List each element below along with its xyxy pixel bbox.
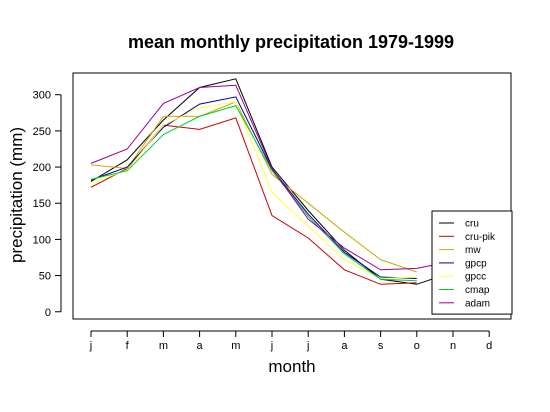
series-line-adam: [90, 84, 454, 271]
x-tick-label: o: [414, 340, 420, 352]
legend-label-mw: mw: [465, 245, 481, 256]
x-tick-label: m: [159, 340, 168, 352]
y-tick-label: 250: [33, 126, 51, 138]
y-axis-title: precipitation (mm): [7, 127, 26, 263]
series-line-cmap: [90, 105, 417, 282]
series-lines: [90, 78, 454, 285]
legend-label-gpcc: gpcc: [465, 272, 486, 283]
y-tick-label: 0: [45, 307, 51, 319]
y-axis: 0 50 100 150 200 250 300: [33, 90, 62, 319]
legend-label-gpcp: gpcp: [465, 258, 487, 269]
series-line-gpcc: [90, 101, 417, 280]
x-tick-label: a: [341, 340, 348, 352]
y-tick-label: 200: [33, 162, 51, 174]
legend-label-cru-pik: cru-pik: [465, 232, 496, 243]
legend-label-adam: adam: [465, 298, 490, 309]
series-line-cru-pik: [90, 117, 417, 285]
legend-label-cmap: cmap: [465, 285, 490, 296]
x-tick-label: f: [126, 340, 130, 352]
plot-frame: [72, 72, 512, 320]
x-tick-label: j: [306, 340, 309, 352]
y-tick-label: 150: [33, 198, 51, 210]
legend: cru cru-pik mw gpcp gpcc cmap adam: [431, 210, 513, 315]
y-tick-label: 300: [33, 90, 51, 102]
x-tick-label: a: [197, 340, 204, 352]
x-axis-title: month: [268, 357, 315, 376]
x-tick-label: m: [231, 340, 240, 352]
y-tick-label: 50: [39, 271, 51, 283]
x-tick-label: n: [450, 340, 456, 352]
series-line-cru: [90, 78, 454, 285]
x-tick-label: j: [270, 340, 273, 352]
x-tick-label: j: [89, 340, 92, 352]
y-tick-label: 100: [33, 234, 51, 246]
x-tick-label: s: [378, 340, 384, 352]
x-tick-label: d: [486, 340, 492, 352]
legend-label-cru: cru: [465, 219, 479, 230]
chart-title: mean monthly precipitation 1979-1999: [128, 32, 454, 52]
